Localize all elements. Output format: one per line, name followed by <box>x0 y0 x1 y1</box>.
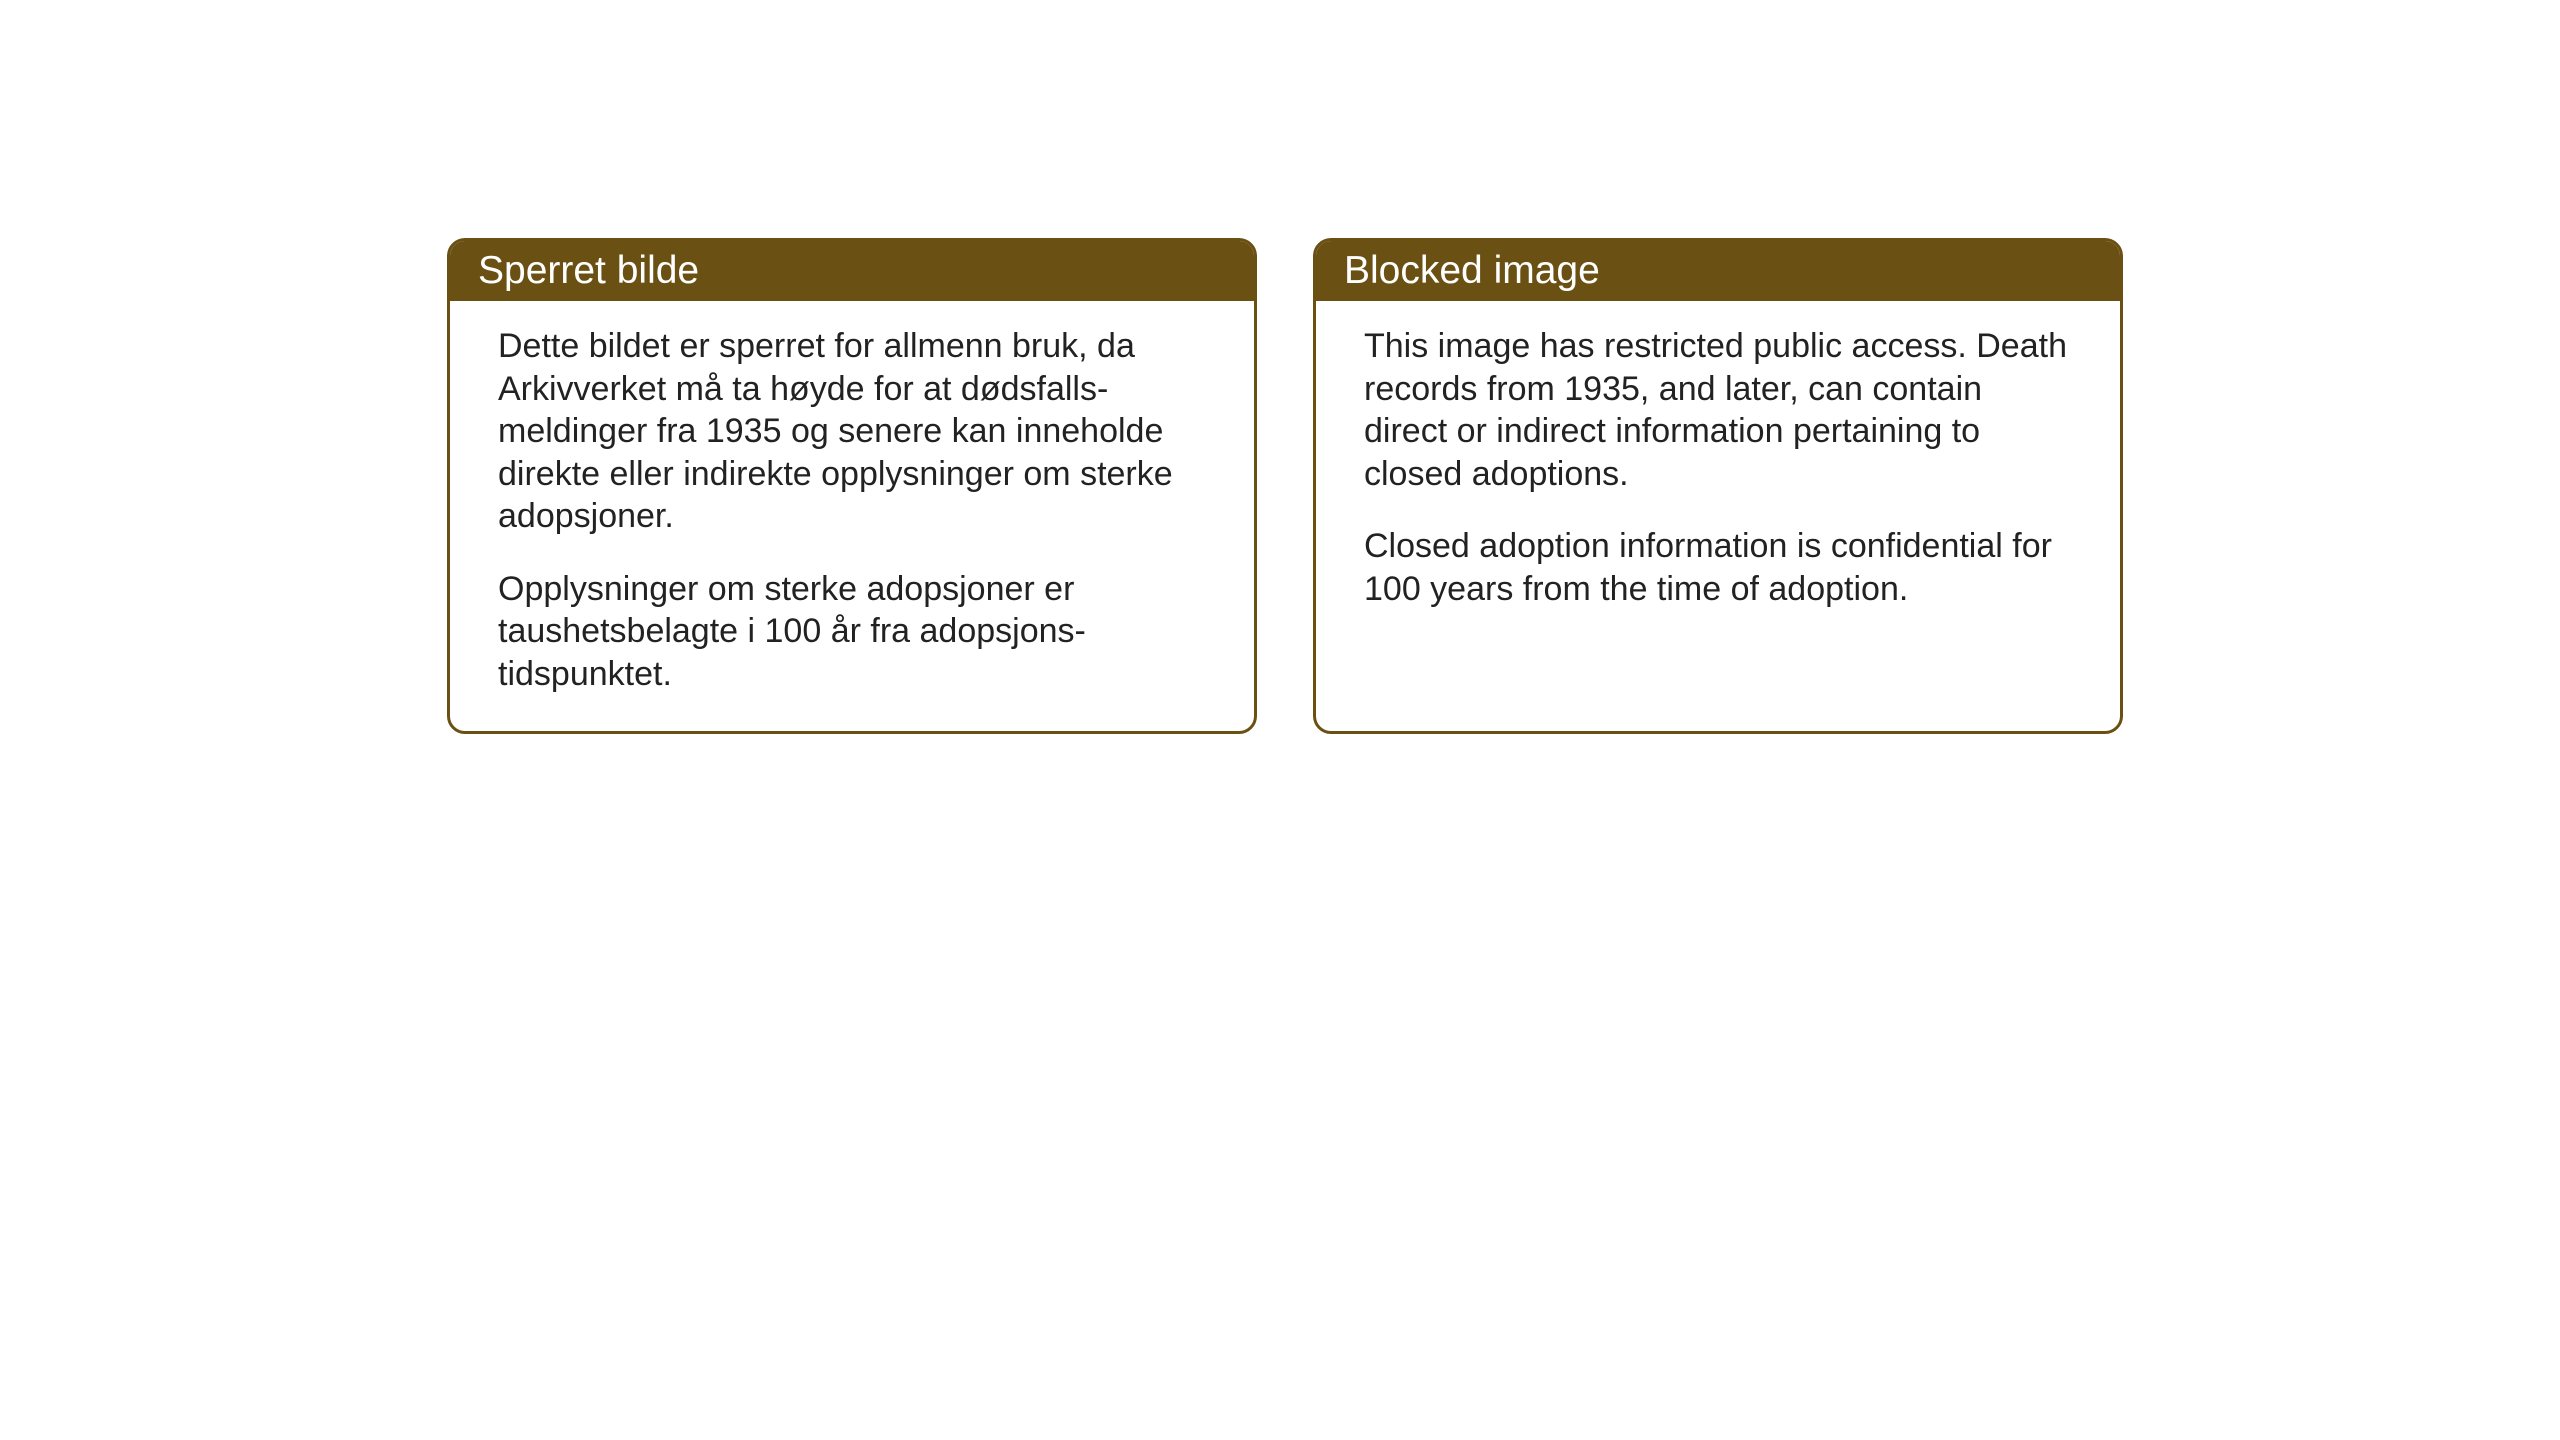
notice-body-norwegian: Dette bildet er sperret for allmenn bruk… <box>450 301 1254 731</box>
notice-para2-english: Closed adoption information is confident… <box>1364 525 2072 610</box>
notice-box-norwegian: Sperret bilde Dette bildet er sperret fo… <box>447 238 1257 734</box>
notice-title-norwegian: Sperret bilde <box>450 241 1254 301</box>
notice-para1-norwegian: Dette bildet er sperret for allmenn bruk… <box>498 325 1206 538</box>
notice-body-english: This image has restricted public access.… <box>1316 301 2120 646</box>
notice-box-english: Blocked image This image has restricted … <box>1313 238 2123 734</box>
notice-para1-english: This image has restricted public access.… <box>1364 325 2072 495</box>
notice-para2-norwegian: Opplysninger om sterke adopsjoner er tau… <box>498 568 1206 696</box>
notice-title-english: Blocked image <box>1316 241 2120 301</box>
notice-container: Sperret bilde Dette bildet er sperret fo… <box>447 238 2123 734</box>
